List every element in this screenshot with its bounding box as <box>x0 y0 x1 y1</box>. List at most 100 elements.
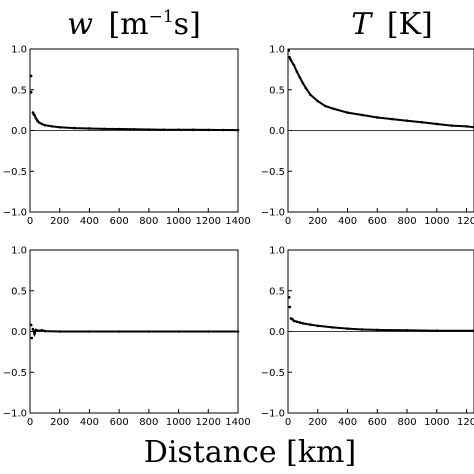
data-point-w-top <box>206 128 210 132</box>
x-tick-label-t-top: 120 <box>457 216 474 227</box>
panel-title-t-var: T <box>351 7 373 42</box>
x-tick-label-w-top: 400 <box>80 216 99 227</box>
data-point-t-top <box>435 122 439 126</box>
x-tick-label-w-top: 0 <box>27 216 33 227</box>
data-point-w-top <box>58 125 62 129</box>
y-tick-label-w-top: 1.0 <box>11 45 27 56</box>
x-tick-label-t-bottom: 800 <box>397 417 416 428</box>
data-point-w-bottom <box>147 330 151 333</box>
data-point-w-top <box>73 126 76 130</box>
y-tick-label-w-bottom: 0.5 <box>11 286 27 297</box>
data-point-t-bottom <box>346 327 349 330</box>
x-tick-label-t-bottom: 120 <box>457 417 474 428</box>
data-point-w-bottom <box>31 327 35 331</box>
y-tick-label-w-top: −0.5 <box>3 167 27 178</box>
data-point-w-bottom <box>88 330 91 333</box>
data-point-t-bottom <box>309 323 312 326</box>
x-tick-label-w-top: 1200 <box>196 216 221 227</box>
data-point-t-top <box>292 64 296 67</box>
x-tick-label-w-top: 800 <box>139 216 158 227</box>
panel-title-w: w [m−1s] <box>67 7 201 42</box>
panel-t-top: −1.0 −0.5 0.0 0.5 1.0 0 200 400 600 800 1000 120 <box>261 45 474 227</box>
y-tick-label-t-bottom: −1.0 <box>261 409 285 420</box>
y-tick-label-t-top: 0.5 <box>269 85 285 96</box>
y-tick-label-t-bottom: −0.5 <box>261 368 285 379</box>
data-point-w-bottom <box>33 332 36 336</box>
data-point-w-top <box>29 74 33 78</box>
x-tick-label-w-bottom: 800 <box>139 417 158 428</box>
panel-w-top: −1.0 −0.5 0.0 0.5 1.0 0 200 400 600 800 1000 1200 14… <box>3 45 251 228</box>
y-tick-label-t-top: 0.0 <box>269 126 285 137</box>
data-trace-t-top <box>290 59 474 129</box>
data-point-t-top <box>465 125 468 128</box>
y-tick-label-w-bottom: 1.0 <box>11 246 27 257</box>
data-point-w-top <box>236 128 240 132</box>
x-tick-label-w-bottom: 1000 <box>166 417 191 428</box>
x-axis-label: Distance [km] <box>144 435 356 470</box>
y-tick-label-w-bottom: −0.5 <box>3 368 27 379</box>
x-tick-label-w-top: 1000 <box>166 216 191 227</box>
data-point-w-top <box>88 127 91 130</box>
x-tick-label-t-bottom: 0 <box>285 417 291 428</box>
data-trace-t-bottom <box>290 317 474 332</box>
data-point-t-top <box>304 86 308 90</box>
x-tick-label-w-bottom: 400 <box>80 417 99 428</box>
data-point-t-top <box>390 117 394 121</box>
x-tick-label-w-bottom: 1200 <box>196 417 221 428</box>
x-tick-label-t-top: 800 <box>397 216 416 227</box>
data-point-t-top <box>361 113 364 117</box>
data-point-w-top <box>33 113 36 117</box>
y-tick-label-w-top: 0.5 <box>11 85 27 96</box>
data-point-t-top <box>346 111 349 114</box>
data-point-w-top <box>192 128 195 132</box>
data-point-t-bottom <box>288 305 292 309</box>
data-point-t-bottom <box>375 328 379 332</box>
data-point-w-bottom <box>43 329 47 333</box>
x-tick-label-w-top: 200 <box>50 216 69 227</box>
data-point-t-bottom <box>292 319 296 323</box>
x-tick-label-t-top: 400 <box>338 216 357 227</box>
y-tick-label-t-bottom: 0.5 <box>269 286 285 297</box>
data-point-t-top <box>405 119 409 123</box>
data-point-w-top <box>162 128 166 131</box>
x-tick-label-w-bottom: 1400 <box>225 417 250 428</box>
data-point-w-bottom <box>177 330 180 333</box>
data-point-t-bottom <box>298 321 302 324</box>
panel-t-bottom: −1.0 −0.5 0.0 0.5 1.0 0 200 400 600 800 1000 120 <box>261 246 474 428</box>
x-tick-label-w-top: 600 <box>110 216 129 227</box>
panel-title-w-unit-sup: −1 <box>149 7 174 27</box>
y-tick-label-w-bottom: 0.0 <box>11 327 27 338</box>
y-tick-label-w-top: 0.0 <box>11 126 27 137</box>
x-tick-label-t-bottom: 1000 <box>424 417 449 428</box>
panel-title-t: T [K] <box>351 7 432 42</box>
data-point-w-bottom <box>29 323 33 327</box>
y-tick-label-t-top: −0.5 <box>261 167 285 178</box>
y-tick-label-w-top: −1.0 <box>3 208 27 219</box>
data-point-t-bottom <box>301 322 305 325</box>
data-point-t-bottom <box>405 328 409 332</box>
data-point-t-bottom <box>295 320 299 324</box>
panel-w-bottom: −1.0 −0.5 0.0 0.5 1.0 0 200 400 600 800 1000 1200 14… <box>3 246 251 429</box>
data-point-t-top <box>298 76 302 79</box>
data-point-w-bottom <box>236 330 240 333</box>
data-point-t-top <box>309 93 312 96</box>
data-point-t-top <box>287 49 291 52</box>
data-point-w-top <box>147 128 151 131</box>
panel-title-t-unit: K <box>399 7 422 42</box>
data-point-w-bottom <box>37 329 41 332</box>
panel-title-w-var: w <box>67 7 93 42</box>
x-tick-label-t-top: 0 <box>285 216 291 227</box>
x-tick-label-t-top: 600 <box>368 216 387 227</box>
panel-title-w-unit: m <box>120 7 148 42</box>
data-point-w-top <box>50 125 54 128</box>
data-point-w-top <box>221 128 225 132</box>
panel-title-w-unit-tail: s <box>174 7 189 42</box>
x-tick-label-w-bottom: 200 <box>50 417 69 428</box>
data-point-w-top <box>102 127 106 131</box>
x-tick-label-w-bottom: 0 <box>27 417 33 428</box>
data-point-t-bottom <box>331 326 334 329</box>
x-tick-label-t-top: 200 <box>308 216 327 227</box>
data-point-w-top <box>40 122 44 126</box>
data-point-t-bottom <box>435 329 439 332</box>
y-tick-label-t-top: 1.0 <box>269 45 285 56</box>
